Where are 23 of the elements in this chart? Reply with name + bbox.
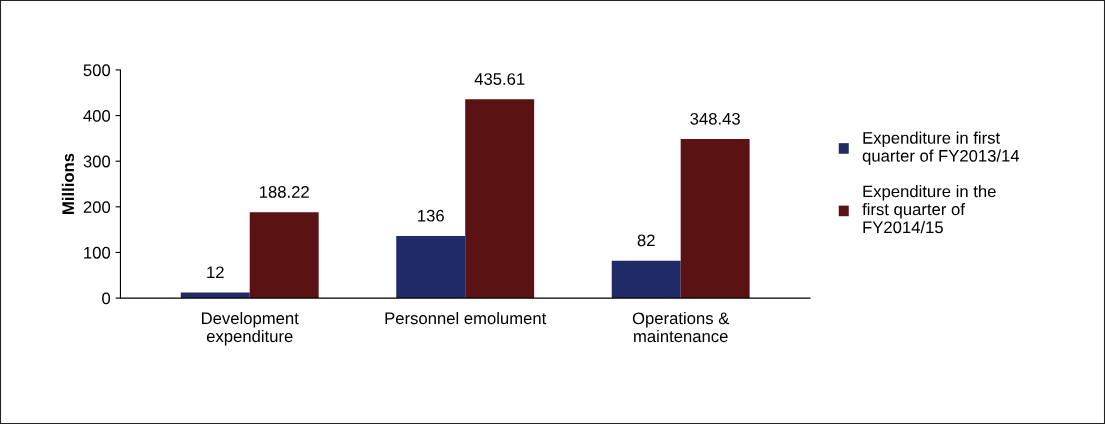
x-tick-label: Personnel emolument <box>385 311 547 325</box>
y-tick-label: 500 <box>83 64 111 77</box>
y-tick-label: 200 <box>83 201 111 214</box>
data-label: 12 <box>207 266 224 279</box>
legend-label: Expenditure in first quarter of FY2013/14 <box>862 131 1020 166</box>
bar <box>465 99 535 299</box>
y-tick-label: 400 <box>83 109 111 122</box>
x-tick-label: Operations & maintenance <box>632 311 730 343</box>
y-axis-title: Millions <box>61 153 75 214</box>
data-label: 82 <box>637 234 655 247</box>
data-label: 348.43 <box>690 112 740 125</box>
bar <box>396 236 466 299</box>
legend-label: Expenditure in the first quarter of FY2014/15 <box>862 185 996 234</box>
bar <box>249 212 319 299</box>
x-tick-label: Development expenditure <box>202 311 299 346</box>
y-tick-label: 100 <box>84 246 111 259</box>
data-label: 435.61 <box>474 73 525 85</box>
y-tick-label: 0 <box>102 292 111 305</box>
data-label: 188.22 <box>259 185 309 198</box>
bar <box>611 260 681 299</box>
bar <box>680 139 750 299</box>
data-label: 136 <box>418 209 444 222</box>
y-tick-label: 300 <box>83 155 111 168</box>
